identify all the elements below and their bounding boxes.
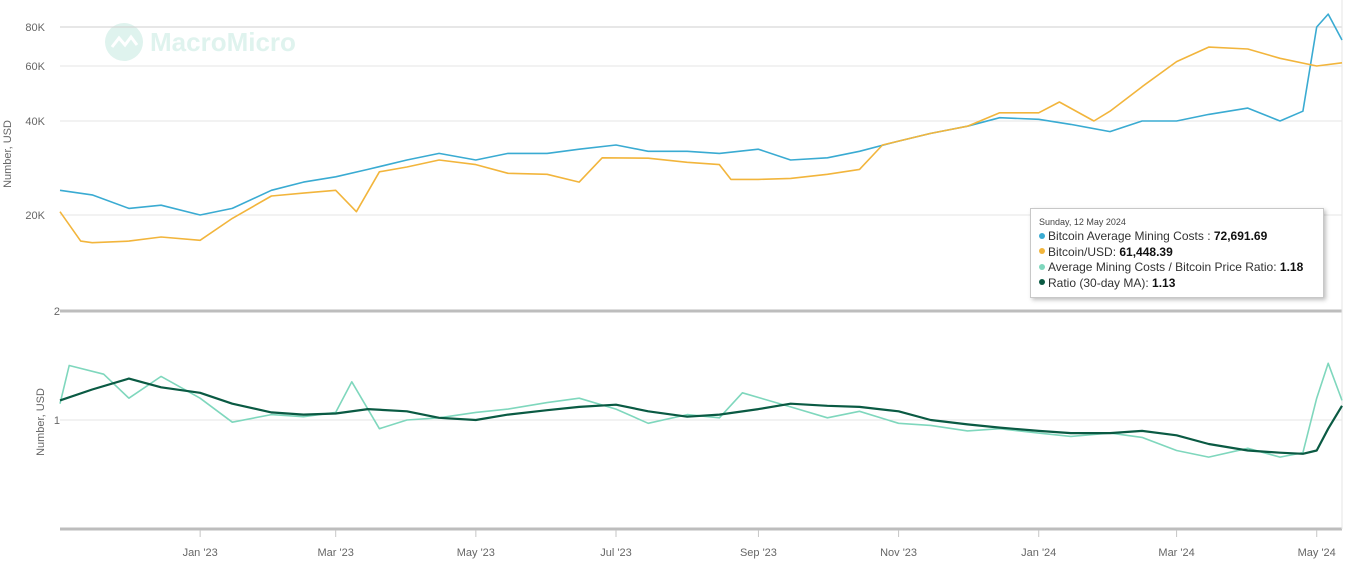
tooltip-value: 1.13 [1152,275,1176,290]
tooltip-row-btc-usd: Bitcoin/USD: 61,448.39 [1039,245,1315,261]
bitcoin-average-mining-costs-line [59,13,1343,216]
x-tick-label: Jan '24 [1021,547,1056,559]
tooltip-label: Bitcoin/USD: [1048,244,1120,259]
top-y-axis-title: Number, USD [2,120,14,188]
y-tick-label: 40K [25,116,45,128]
y-tick-label: 80K [25,22,45,34]
bottom-panel-series [59,362,1343,458]
x-tick-label: May '24 [1298,547,1336,559]
series-color-dot-icon [1039,263,1045,270]
average-mining-costs-bitcoin-price-ratio-line [59,362,1343,458]
x-axis: Jan '23 Mar '23 May '23 Jul '23 Sep '23 Nov '… [183,530,1336,559]
watermark-brand: MacroMicro [150,27,296,57]
logo-chart-glyph-icon [110,34,139,48]
y-tick-label: 20K [25,210,45,222]
x-tick-label: Sep '23 [740,547,777,559]
tooltip-date: Sunday, 12 May 2024 [1039,217,1126,227]
tooltip-value: 1.18 [1279,260,1304,274]
series-color-dot-icon [1039,248,1045,255]
tooltip-label: Ratio (30-day MA): [1048,275,1153,290]
tooltip-label: Average Mining Costs / Bitcoin Price Rat… [1048,260,1280,274]
x-tick-label: Nov '23 [880,547,917,559]
x-tick-label: Jan '23 [183,547,218,559]
top-y-axis: 20K 40K 60K 80K [25,22,45,222]
x-tick-label: Mar '23 [318,547,354,559]
bottom-y-axis-title: Number, USD [35,388,47,456]
tooltip-label: Bitcoin Average Mining Costs : [1048,229,1214,243]
x-tick-label: Mar '24 [1158,547,1194,559]
tooltip-row-mining-cost: Bitcoin Average Mining Costs : 72,691.69 [1039,229,1315,245]
chart-tooltip: Sunday, 12 May 2024 Bitcoin Average Mini… [1030,208,1324,298]
top-panel-series [59,13,1343,244]
x-tick-label: May '23 [457,547,495,559]
bitcoin-usd-line [59,46,1343,244]
ratio-30-day-ma-line [59,377,1343,455]
tooltip-value: 72,691.69 [1213,229,1268,243]
y-tick-label: 1 [54,415,60,427]
y-tick-label: 2 [54,306,60,318]
watermark: MacroMicro [105,23,296,61]
y-tick-label: 60K [25,61,45,73]
tooltip-row-ratio: Average Mining Costs / Bitcoin Price Rat… [1039,260,1315,276]
series-color-dot-icon [1039,232,1045,239]
series-color-dot-icon [1039,279,1045,286]
tooltip-value: 61,448.39 [1119,244,1173,259]
bottom-y-axis: 12 [54,306,60,427]
tooltip-row-ratio-ma: Ratio (30-day MA): 1.13 [1039,276,1315,292]
x-tick-label: Jul '23 [600,547,631,559]
